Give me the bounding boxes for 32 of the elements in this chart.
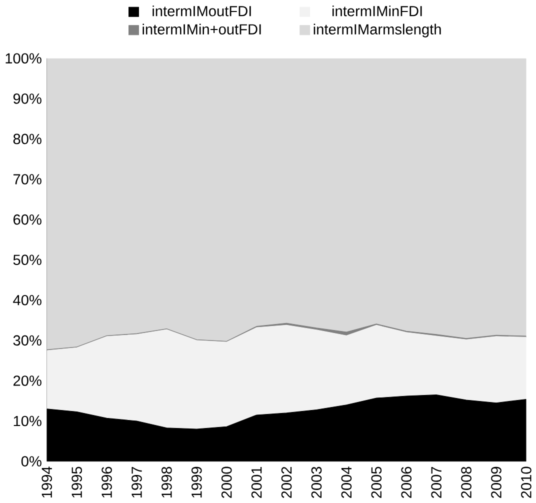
x-tick-label: 2002 [281, 466, 292, 498]
x-tick-label: 1999 [192, 466, 202, 498]
legend-label: intermIMinFDI [332, 5, 422, 16]
y-tick-label: 30% [13, 335, 42, 346]
y-tick-label: 80% [13, 134, 42, 144]
y-tick-label: 90% [13, 93, 42, 104]
x-tick-label: 1995 [72, 466, 82, 498]
legend-label: intermIMarmslength [314, 24, 441, 38]
x-tick-label: 2003 [311, 466, 322, 498]
x-tick-label: 2006 [401, 466, 412, 498]
y-tick-label: 10% [14, 416, 42, 426]
y-tick-label: 0% [21, 456, 42, 466]
y-tick-label: 60% [13, 214, 42, 225]
legend-label: intermIMin+outFDI [142, 24, 261, 34]
x-tick-label: 2001 [251, 466, 262, 498]
x-tick-label: 2004 [341, 466, 352, 498]
x-tick-label: 2005 [371, 466, 382, 498]
x-tick-label: 1998 [162, 466, 172, 498]
x-tick-label: 1996 [102, 466, 112, 498]
y-tick-label: 40% [13, 294, 42, 306]
x-tick-label: 2009 [491, 466, 502, 498]
x-tick-label: 1994 [42, 466, 52, 498]
x-tick-label: 2007 [431, 466, 442, 498]
x-tick-label: 1997 [132, 466, 142, 498]
y-tick-label: 20% [13, 375, 42, 386]
y-tick-label: 100% [6, 53, 42, 64]
y-tick-label: 50% [13, 254, 42, 265]
x-tick-label: 2008 [461, 466, 472, 498]
legend-label: intermIMoutFDI [152, 5, 251, 16]
x-tick-label: 2000 [221, 466, 232, 498]
y-tick-label: 70% [13, 174, 42, 184]
x-tick-label: 2010 [521, 466, 532, 498]
